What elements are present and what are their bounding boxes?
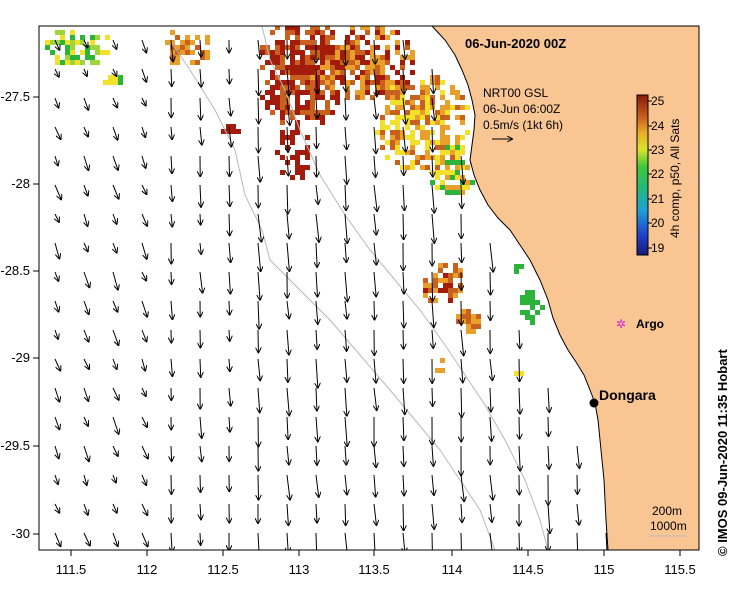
dongara-label: Dongara — [599, 387, 656, 403]
x-tick-label: 114.5 — [512, 562, 544, 577]
y-tick-label: -27.5 — [0, 89, 30, 104]
legend-time: 06-Jun 06:00Z — [483, 102, 560, 116]
legend-scale: 0.5m/s (1kt 6h) — [483, 118, 563, 132]
legend-source: NRT00 GSL — [483, 86, 548, 100]
land-mass — [431, 26, 699, 550]
x-tick-label: 115 — [594, 562, 615, 577]
isobath-legend-1000m: 1000m — [650, 519, 687, 533]
y-tick-label: -29.5 — [0, 438, 30, 453]
argo-label: Argo — [636, 317, 664, 331]
y-tick-label: -30 — [11, 526, 30, 541]
colorbar-tick-label: 23 — [651, 143, 665, 157]
x-tick-label: 112.5 — [207, 562, 239, 577]
x-tick-label: 115.5 — [664, 562, 696, 577]
y-tick-label: -29 — [11, 350, 30, 365]
map-title: 06-Jun-2020 00Z — [465, 36, 566, 51]
x-tick-label: 113 — [289, 562, 310, 577]
isobath-legend-200m: 200m — [652, 504, 682, 518]
y-axis: -27.5 -28 -28.5 -29 -29.5 -30 — [0, 89, 39, 541]
colorbar-tick-label: 25 — [651, 94, 665, 108]
credit-text: © IMOS 09-Jun-2020 11:35 Hobart — [715, 349, 730, 556]
colorbar-tick-label: 24 — [651, 119, 665, 133]
x-tick-label: 111.5 — [56, 562, 87, 577]
colorbar-tick-label: 19 — [651, 241, 665, 255]
x-tick-label: 113.5 — [358, 562, 390, 577]
colorbar-ticks: 25 24 23 22 21 20 19 — [648, 94, 665, 255]
colorbar — [636, 94, 649, 256]
y-tick-label: -28 — [11, 176, 30, 191]
colorbar-tick-label: 21 — [651, 192, 665, 206]
dongara-marker-icon[interactable] — [589, 398, 599, 408]
plot-frame — [38, 25, 700, 551]
y-tick-label: -28.5 — [0, 263, 30, 278]
isobath-200m — [261, 26, 549, 550]
x-axis: 111.5 112 112.5 113 113.5 114 114.5 115 115.5 — [56, 550, 696, 577]
colorbar-tick-label: 20 — [651, 216, 665, 230]
current-vectors — [55, 39, 608, 550]
colorbar-tick-label: 22 — [651, 167, 665, 181]
colorbar-label: 4h comp, p50, All Sats — [668, 119, 682, 238]
x-tick-label: 112 — [137, 562, 158, 577]
x-tick-label: 114 — [442, 562, 463, 577]
isobath-1000m — [169, 39, 496, 550]
argo-marker-icon[interactable]: ✲ — [616, 317, 626, 331]
